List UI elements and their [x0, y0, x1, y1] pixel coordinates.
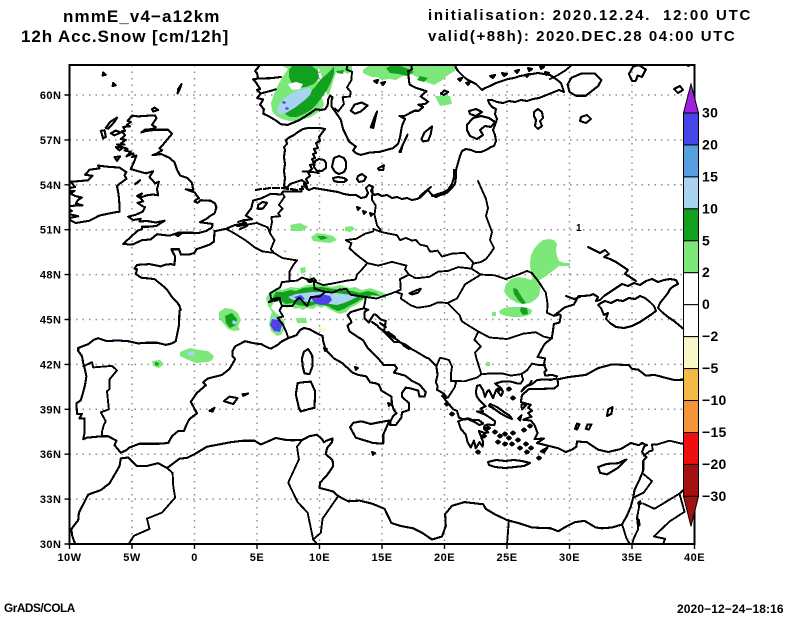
svg-text:20: 20: [702, 136, 718, 152]
svg-text:35E: 35E: [621, 552, 642, 564]
svg-text:10E: 10E: [309, 552, 330, 564]
svg-text:30E: 30E: [559, 552, 580, 564]
svg-text:33N: 33N: [40, 494, 62, 506]
svg-text:5W: 5W: [123, 552, 141, 564]
svg-text:30: 30: [702, 105, 718, 121]
svg-text:1: 1: [576, 223, 582, 234]
svg-text:−10: −10: [702, 392, 727, 408]
svg-text:5: 5: [702, 232, 710, 248]
svg-text:−2: −2: [702, 328, 719, 344]
svg-text:15E: 15E: [371, 552, 392, 564]
svg-text:25E: 25E: [496, 552, 517, 564]
svg-text:57N: 57N: [40, 135, 62, 147]
svg-text:20E: 20E: [434, 552, 455, 564]
svg-text:−30: −30: [702, 488, 727, 504]
svg-text:2: 2: [702, 264, 710, 280]
svg-text:42N: 42N: [40, 359, 62, 371]
svg-text:10W: 10W: [57, 552, 81, 564]
svg-text:40E: 40E: [684, 552, 705, 564]
svg-text:−20: −20: [702, 456, 727, 472]
svg-text:48N: 48N: [40, 270, 62, 282]
svg-text:5E: 5E: [250, 552, 264, 564]
svg-text:15: 15: [702, 168, 718, 184]
svg-text:0: 0: [702, 296, 710, 312]
svg-text:−5: −5: [702, 360, 719, 376]
svg-text:10: 10: [702, 200, 718, 216]
svg-text:54N: 54N: [40, 180, 62, 192]
svg-text:39N: 39N: [40, 404, 62, 416]
svg-text:36N: 36N: [40, 449, 62, 461]
svg-text:−15: −15: [702, 424, 727, 440]
svg-text:60N: 60N: [40, 90, 62, 102]
svg-text:30N: 30N: [40, 539, 62, 551]
svg-text:45N: 45N: [40, 315, 62, 327]
svg-text:0: 0: [191, 552, 198, 564]
svg-text:51N: 51N: [40, 225, 62, 237]
